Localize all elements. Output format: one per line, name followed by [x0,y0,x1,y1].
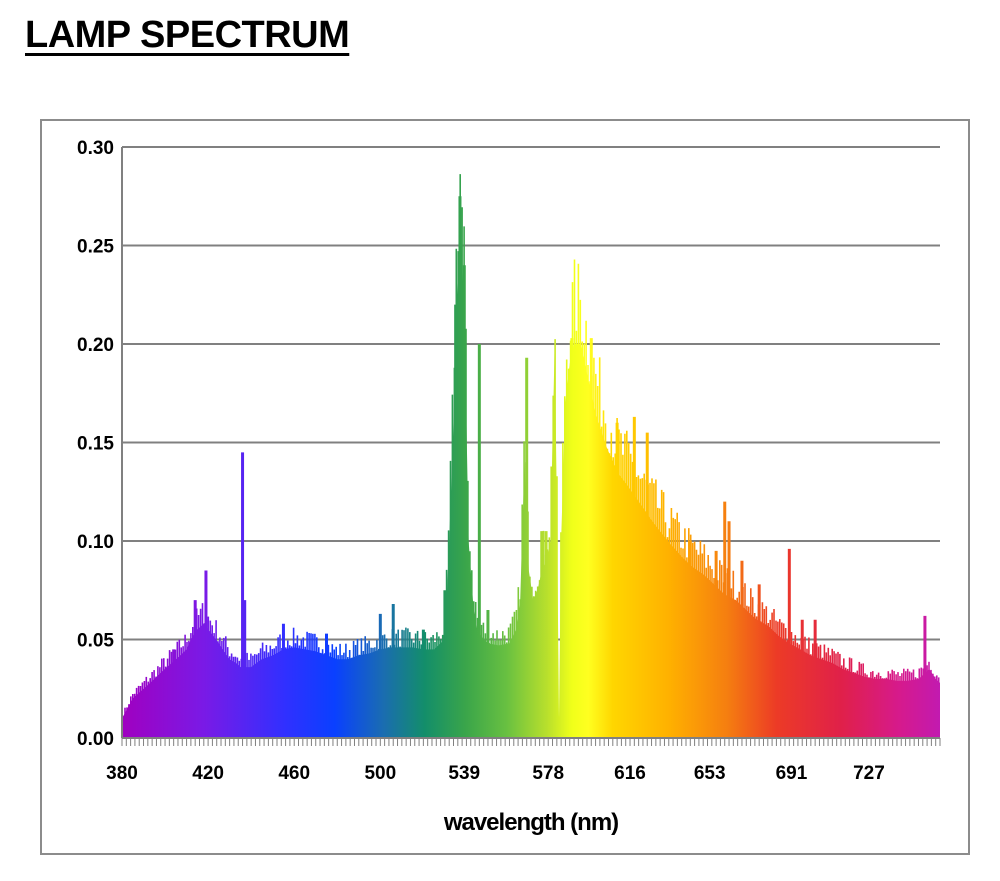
x-tick-label: 653 [694,763,726,784]
chart-frame: 0.00 0.05 0.10 0.15 0.20 0.25 0.30 380 420 460 50… [40,119,970,855]
x-tick-label: 578 [532,763,564,784]
x-tick-label: 420 [192,763,224,784]
y-tick-label: 0.10 [77,532,114,553]
axes [121,147,941,746]
y-tick-label: 0.20 [77,335,114,356]
y-tick-label: 0.25 [77,237,114,258]
x-tick-label: 500 [364,763,396,784]
x-tick-label: 616 [614,763,646,784]
y-tick-label: 0.15 [77,434,114,455]
y-tick-label: 0.30 [77,138,114,159]
grid-lines [122,146,940,641]
spectrum-series [122,174,940,739]
x-tick-label: 380 [106,763,138,784]
x-tick-labels: 380 420 460 500 539 578 616 653 691 727 [106,763,885,784]
x-axis-title: wavelength (nm) [443,809,618,836]
x-tick-label: 691 [776,763,808,784]
y-tick-labels: 0.00 0.05 0.10 0.15 0.20 0.25 0.30 [77,138,114,750]
spectrum-chart: 0.00 0.05 0.10 0.15 0.20 0.25 0.30 380 420 460 50… [77,138,941,836]
y-tick-label: 0.00 [77,729,114,750]
page-title: LAMP SPECTRUM [25,14,350,56]
x-tick-label: 727 [853,763,885,784]
x-tick-label: 539 [448,763,480,784]
y-tick-label: 0.05 [77,631,114,652]
x-tick-label: 460 [278,763,310,784]
